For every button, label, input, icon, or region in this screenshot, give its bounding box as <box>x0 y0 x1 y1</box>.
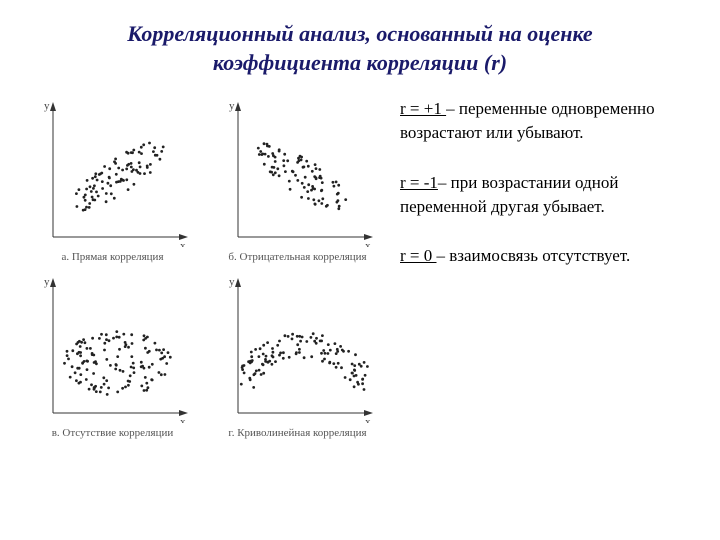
chart-d-ylabel: y <box>229 276 235 288</box>
p3-underline: r = 0 <box>400 246 437 265</box>
text-column: r = +1 – переменные одновременно возраст… <box>400 97 690 439</box>
chart-a-points <box>75 142 165 212</box>
chart-grid: y x а. Прямая корреляция y x б. Отриц <box>30 97 380 439</box>
chart-b-ylabel: y <box>229 100 235 112</box>
chart-c-ylabel: y <box>44 276 50 288</box>
chart-d: y x г. Криволинейная корреляция <box>215 273 380 439</box>
chart-c-caption: в. Отсутствие корреляции <box>52 427 174 439</box>
chart-d-xlabel: x <box>365 416 371 423</box>
chart-d-caption: г. Криволинейная корреляция <box>228 427 366 439</box>
chart-a-xlabel: x <box>180 240 186 247</box>
page-title: Корреляционный анализ, основанный на оце… <box>30 20 690 77</box>
title-line-2: коэффициента корреляции (r) <box>213 50 507 75</box>
chart-d-points <box>239 332 368 391</box>
chart-a-caption: а. Прямая корреляция <box>61 251 163 263</box>
p3-rest: – взаимосвязь отсутствует. <box>437 246 631 265</box>
chart-c: y x в. Отсутствие корреляции <box>30 273 195 439</box>
chart-c-points <box>63 330 172 396</box>
chart-d-svg: y x <box>223 273 373 423</box>
paragraph-1: r = +1 – переменные одновременно возраст… <box>400 97 690 145</box>
chart-b: y x б. Отрицательная корреляция <box>215 97 380 263</box>
chart-a-svg: y x <box>38 97 188 247</box>
chart-b-points <box>256 142 346 210</box>
chart-b-axes: y x <box>229 100 373 247</box>
chart-a-ylabel: y <box>44 100 50 112</box>
p2-underline: r = -1 <box>400 173 438 192</box>
chart-b-caption: б. Отрицательная корреляция <box>228 251 366 263</box>
p1-underline: r = +1 <box>400 99 446 118</box>
title-line-1: Корреляционный анализ, основанный на оце… <box>127 21 592 46</box>
chart-b-svg: y x <box>223 97 373 247</box>
chart-c-svg: y x <box>38 273 188 423</box>
paragraph-3: r = 0 – взаимосвязь отсутствует. <box>400 244 690 268</box>
chart-a: y x а. Прямая корреляция <box>30 97 195 263</box>
chart-c-xlabel: x <box>180 416 186 423</box>
chart-d-axes: y x <box>229 276 373 423</box>
paragraph-2: r = -1– при возрастании одной переменной… <box>400 171 690 219</box>
content-row: y x а. Прямая корреляция y x б. Отриц <box>30 97 690 439</box>
chart-c-axes: y x <box>44 276 188 423</box>
chart-b-xlabel: x <box>365 240 371 247</box>
